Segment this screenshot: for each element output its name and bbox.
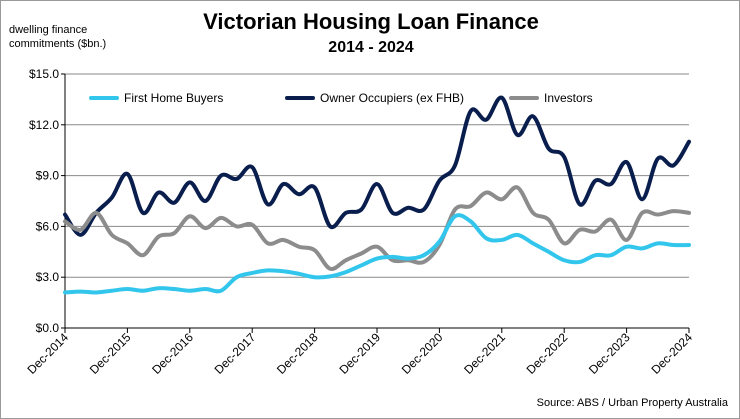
x-tick-label: Dec-2024 (648, 330, 695, 377)
gridlines (65, 73, 689, 278)
y-tick-label: $6.0 (36, 219, 60, 233)
chart-subtitle: 2014 - 2024 (328, 39, 414, 56)
legend: First Home Buyers Owner Occupiers (ex FHB… (89, 91, 593, 105)
x-tick-label: Dec-2020 (399, 330, 446, 377)
x-tick-label: Dec-2016 (149, 330, 196, 377)
x-tick-label: Dec-2015 (87, 330, 134, 377)
axes: $0.0 $3.0 $6.0 $9.0 $12.0 $15.0 Dec-2014 Dec-20… (24, 67, 695, 377)
x-tick-label: Dec-2017 (212, 330, 259, 377)
x-tick-label: Dec-2021 (461, 330, 508, 377)
y-tick-label: $12.0 (29, 118, 59, 132)
legend-label-owner-occupiers: Owner Occupiers (ex FHB) (320, 91, 464, 105)
series-line-first-home-buyers (63, 213, 691, 295)
y-tick-label: $0.0 (36, 321, 60, 335)
legend-label-first-home-buyers: First Home Buyers (124, 91, 223, 105)
x-tick-label: Dec-2014 (24, 330, 71, 377)
y-tick-label: $15.0 (29, 67, 59, 81)
legend-label-investors: Investors (544, 91, 593, 105)
x-tick-label: Dec-2023 (586, 330, 633, 377)
x-tick-label: Dec-2019 (336, 330, 383, 377)
series-lines (63, 95, 691, 295)
series-line-owner-occupiers (63, 95, 691, 237)
x-tick-label: Dec-2018 (274, 330, 321, 377)
y-tick-label: $3.0 (36, 270, 60, 284)
y-axis-title: dwelling finance commitments ($bn.) (9, 24, 107, 50)
y-tick-label: $9.0 (36, 169, 60, 183)
x-tick-label: Dec-2022 (524, 330, 571, 377)
chart-title: Victorian Housing Loan Finance (203, 9, 539, 34)
series-line-investors (63, 185, 691, 271)
source-note: Source: ABS / Urban Property Australia (536, 397, 728, 409)
